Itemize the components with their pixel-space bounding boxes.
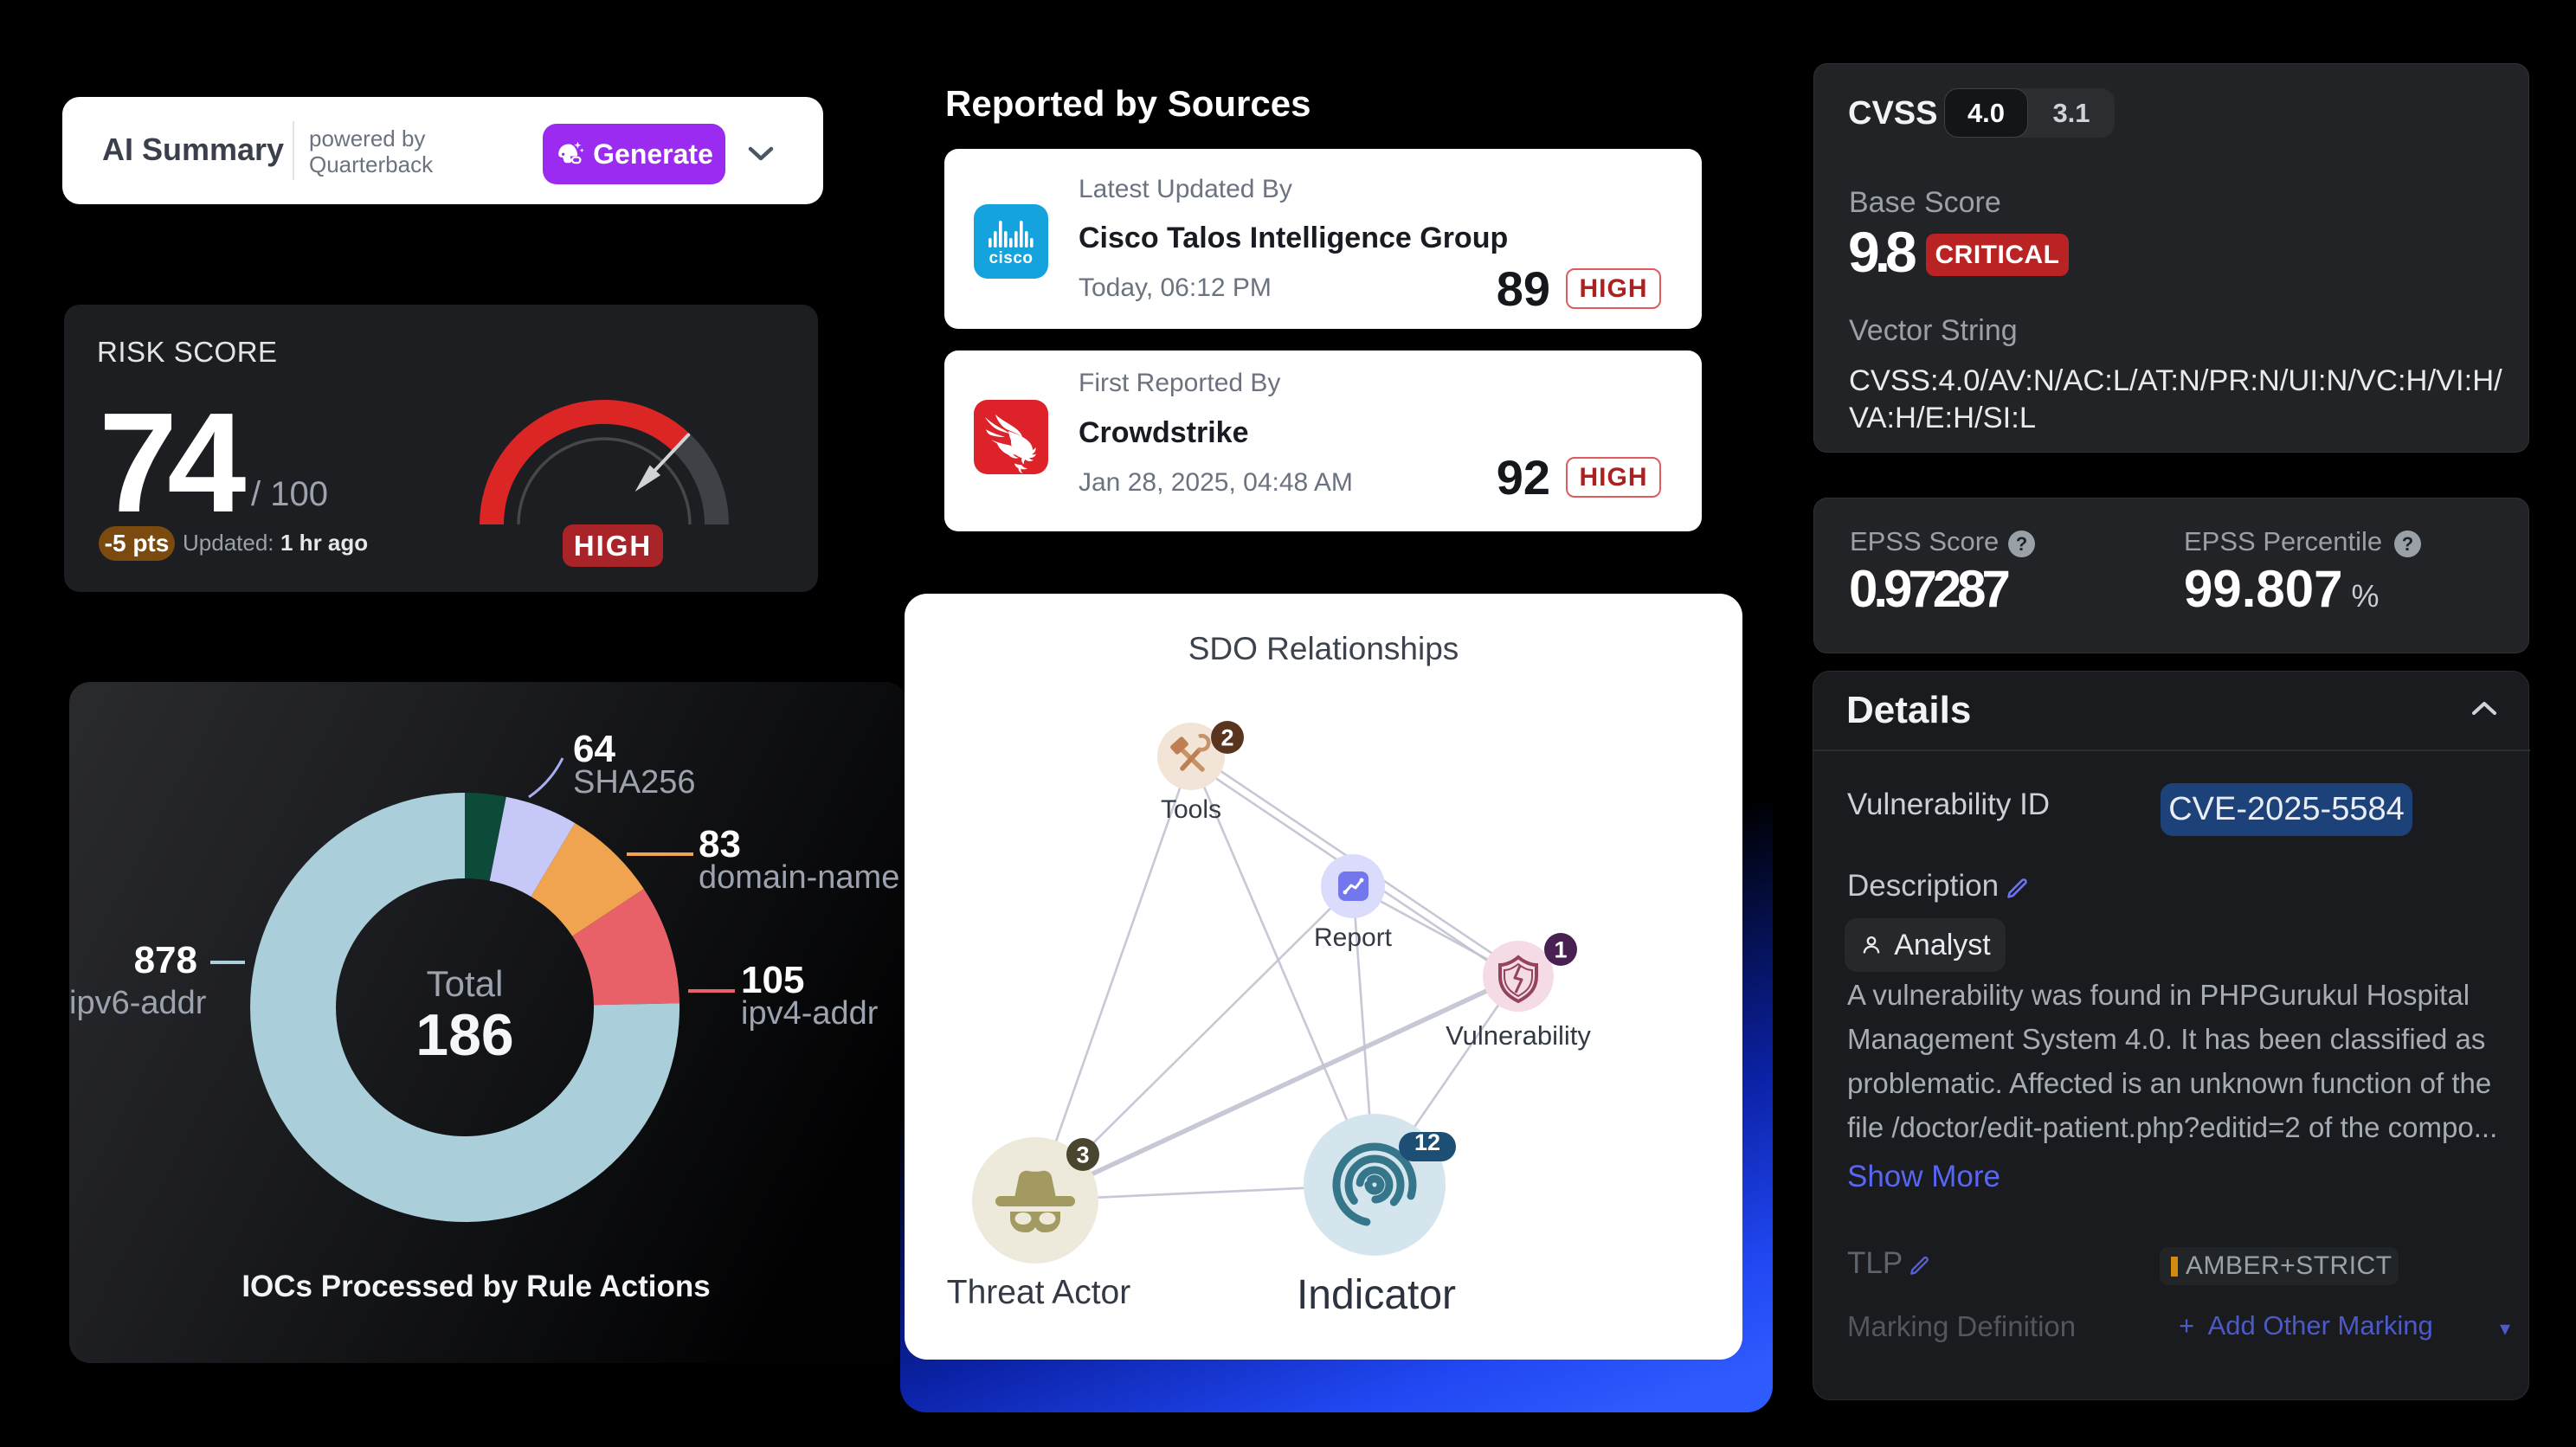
svg-text:2: 2 [1220,725,1233,751]
svg-text:3: 3 [1076,1142,1089,1168]
svg-text:1: 1 [1554,937,1567,963]
svg-text:cisco: cisco [989,249,1033,267]
svg-text:12: 12 [1414,1129,1440,1155]
